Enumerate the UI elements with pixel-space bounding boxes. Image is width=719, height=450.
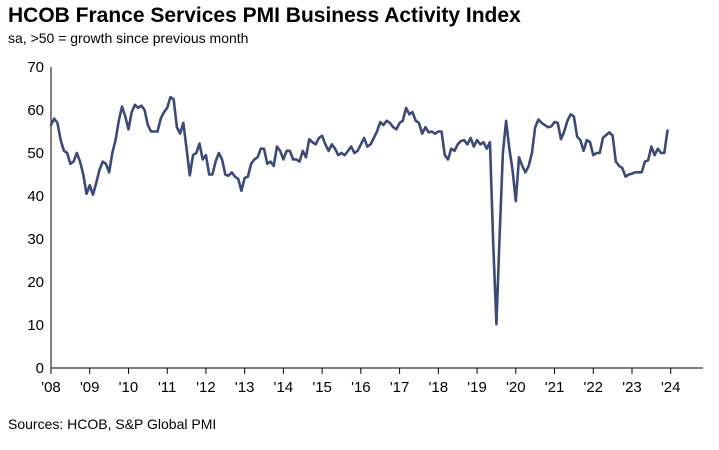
- x-tick-label: '10: [119, 379, 139, 396]
- axes: [50, 67, 703, 369]
- y-tick-label: 40: [27, 188, 44, 205]
- x-tick-label: '19: [467, 379, 487, 396]
- x-tick-label: '08: [41, 379, 61, 396]
- x-tick-label: '20: [506, 379, 526, 396]
- x-tick-label: '11: [158, 379, 176, 396]
- x-tick-label: '18: [429, 379, 449, 396]
- chart-source: Sources: HCOB, S&P Global PMI: [8, 416, 217, 432]
- y-tick-label: 60: [27, 102, 44, 119]
- chart-subtitle: sa, >50 = growth since previous month: [8, 30, 249, 46]
- x-tick-label: '14: [274, 379, 294, 396]
- series-line: [49, 95, 669, 326]
- y-axis-ticks: 0 10 20 30 40 50 60 70: [27, 59, 44, 377]
- x-tick-label: '21: [545, 379, 565, 396]
- y-tick-label: 10: [27, 317, 44, 334]
- x-tick-label: '17: [390, 379, 410, 396]
- series-group: [49, 95, 669, 326]
- x-tick-label: '22: [583, 379, 603, 396]
- x-tick-label: '16: [351, 379, 371, 396]
- x-tick-label: '15: [312, 379, 332, 396]
- y-tick-label: 70: [27, 59, 44, 76]
- x-tick-label: '09: [80, 379, 100, 396]
- x-tick-label: '13: [235, 379, 255, 396]
- y-tick-label: 30: [27, 231, 44, 248]
- x-tick-label: '12: [196, 379, 216, 396]
- x-axis-ticks: '08 '09 '10 '11 '12 '13 '14 '15 '16 '17 '18 '19 '20 '…: [41, 368, 681, 396]
- y-tick-label: 50: [27, 145, 44, 162]
- x-tick-label: '24: [661, 379, 681, 396]
- chart-title: HCOB France Services PMI Business Activi…: [8, 4, 521, 27]
- x-tick-label: '23: [622, 379, 642, 396]
- y-tick-label: 20: [27, 274, 44, 291]
- y-tick-label: 0: [36, 360, 44, 377]
